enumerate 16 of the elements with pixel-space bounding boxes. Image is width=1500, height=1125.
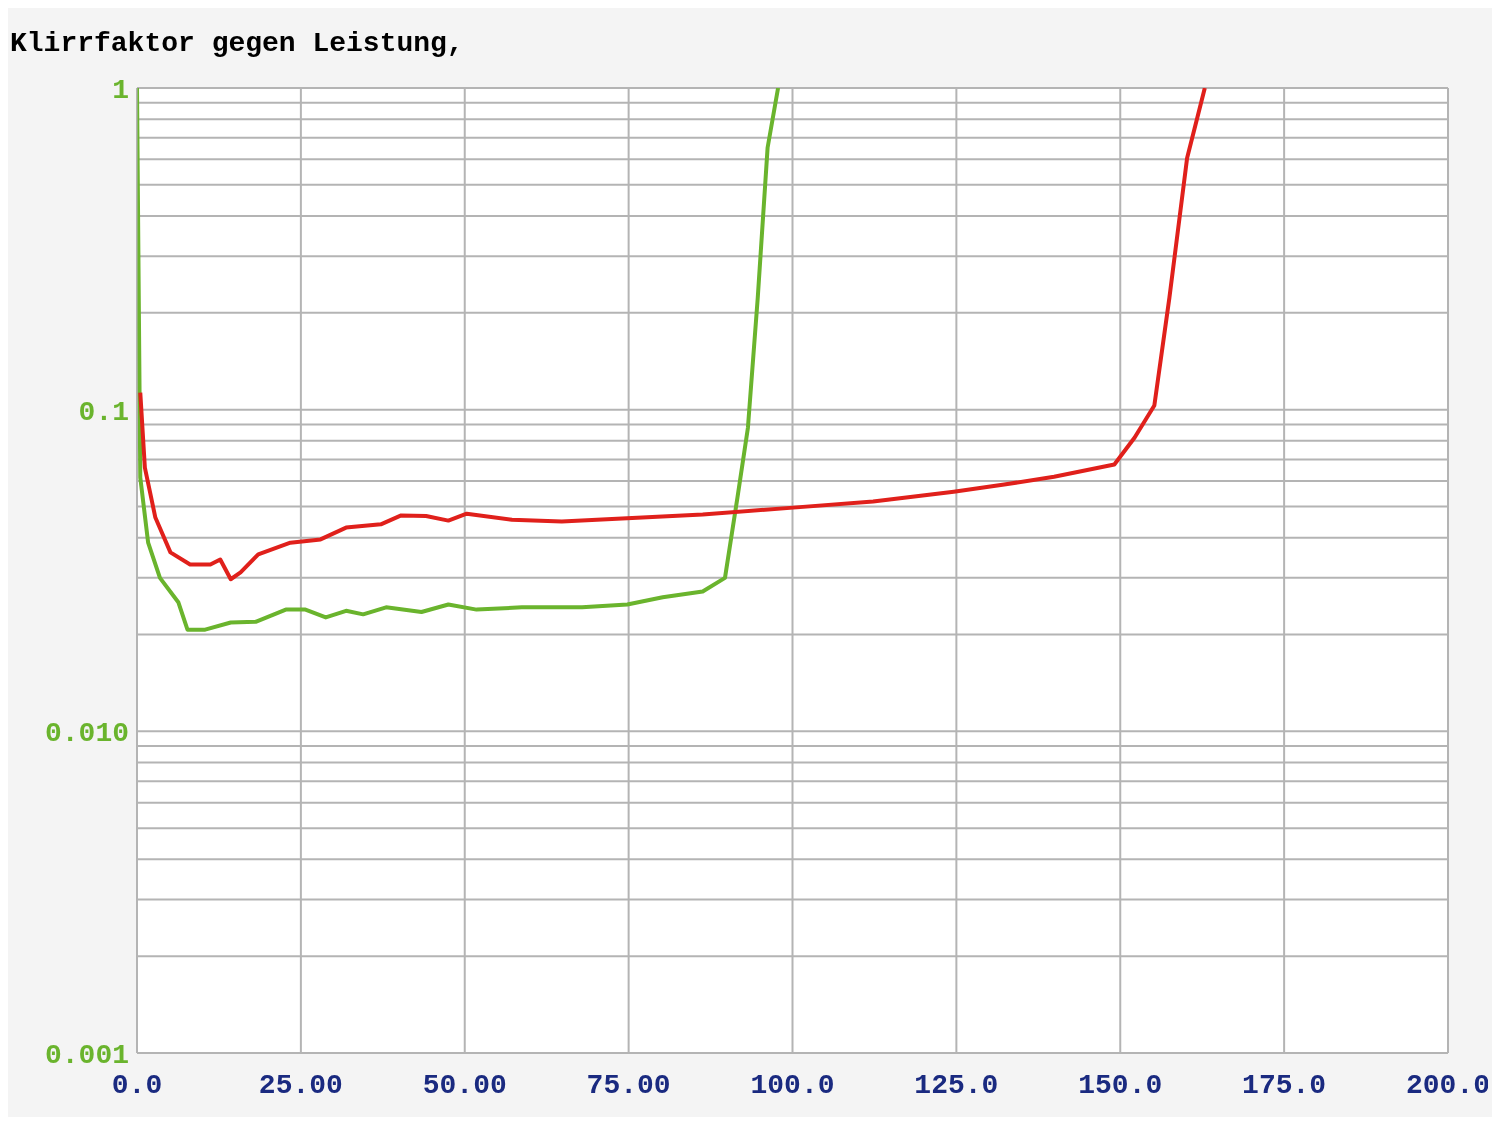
- chart-title: Klirrfaktor gegen Leistung,: [10, 28, 464, 59]
- y-tick-label: 0.010: [44, 718, 129, 750]
- y-tick-label: 1: [112, 74, 129, 106]
- x-tick-label: 75.00: [586, 1069, 671, 1101]
- x-tick-label: 200.0: [1405, 1069, 1491, 1101]
- x-tick-label: 25.00: [258, 1069, 343, 1101]
- x-tick-label: 100.0: [750, 1069, 835, 1101]
- x-tick-label: 125.0: [914, 1069, 999, 1101]
- x-tick-label: 50.00: [422, 1069, 507, 1101]
- y-tick-label: 0.1: [78, 396, 129, 428]
- line-series: [138, 88, 1207, 582]
- x-tick-label: 175.0: [1242, 1069, 1327, 1101]
- x-tick-label: 0.0: [111, 1069, 163, 1101]
- y-tick-label: 0.001: [44, 1039, 129, 1071]
- line-series: [137, 88, 781, 632]
- x-tick-label: 150.0: [1078, 1069, 1163, 1101]
